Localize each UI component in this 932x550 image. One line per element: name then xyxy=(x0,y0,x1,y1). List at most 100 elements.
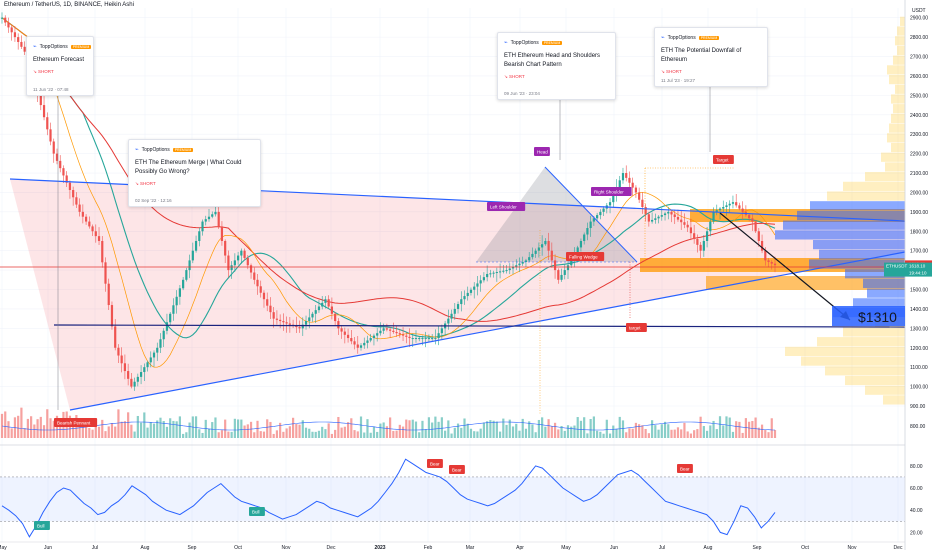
volume-bar xyxy=(398,424,401,438)
volume-bar xyxy=(385,426,388,438)
volume-bar xyxy=(139,422,143,438)
volume-bar xyxy=(744,418,747,438)
profile-bar xyxy=(801,356,905,366)
price-axis[interactable]: USDT 900.00 1000.00 1100.00 1200.00 1300.00 14… xyxy=(884,0,932,550)
volume-bar xyxy=(773,429,777,438)
candle-body xyxy=(42,105,46,118)
wedge-upper xyxy=(544,166,638,263)
candle-body xyxy=(450,313,453,319)
candle-body xyxy=(712,211,715,222)
candle-body xyxy=(62,168,65,176)
candle-body xyxy=(314,310,317,314)
target-top-label: Target xyxy=(716,158,729,163)
candle-body xyxy=(169,313,172,323)
volume-bar xyxy=(731,431,735,438)
card-title: ETH The Potential Downfall of Ethereum xyxy=(661,48,742,63)
volume-bar xyxy=(557,429,560,438)
candle-body xyxy=(55,153,59,161)
time-tick: Jun xyxy=(44,545,52,550)
profile-bar xyxy=(887,133,905,143)
volume-bar xyxy=(473,431,476,438)
volume-bar xyxy=(185,432,188,438)
profile-bar xyxy=(893,104,905,114)
candle-body xyxy=(463,296,466,300)
candle-body xyxy=(123,363,127,372)
volume-bar xyxy=(78,421,81,438)
price-tick: 2300.00 xyxy=(910,132,928,138)
candle-body xyxy=(298,327,301,329)
candle-body xyxy=(68,182,72,191)
profile-bar xyxy=(775,230,905,240)
candle-body xyxy=(262,292,266,300)
rsi-bull-label-bg xyxy=(34,521,50,530)
candle-body xyxy=(447,318,450,324)
candle-body xyxy=(253,272,256,280)
volume-bar xyxy=(237,419,240,438)
volume-bar xyxy=(149,422,152,438)
volume-bar xyxy=(498,431,502,438)
volume-bar xyxy=(479,428,482,438)
volume-bar xyxy=(660,424,663,438)
left-shoulder-label: Left Shoulder xyxy=(490,205,517,210)
profile-bar xyxy=(843,181,905,191)
volume-bar xyxy=(722,425,725,438)
target-top-label-bg xyxy=(713,155,734,164)
candle-body xyxy=(767,260,770,263)
volume-bar xyxy=(156,420,159,438)
volume-bar xyxy=(259,431,262,438)
candle-body xyxy=(172,305,175,314)
volume-bar xyxy=(654,425,657,438)
candle-body xyxy=(304,321,308,325)
volume-bar xyxy=(136,415,139,438)
volume-bar xyxy=(301,420,304,438)
volume-bar xyxy=(81,425,84,438)
volume-bar xyxy=(214,417,217,438)
time-tick: Nov xyxy=(282,545,291,550)
profile-bar xyxy=(809,259,905,269)
candle-body xyxy=(696,239,699,245)
time-axis[interactable]: May Jun Jul Aug Sep Oct Nov Dec 2023 Feb Mar Apr May… xyxy=(0,541,905,550)
candle-body xyxy=(356,344,359,348)
volume-bar xyxy=(427,417,431,438)
idea-card-3[interactable]: ⌁ ToppOptions PREMIUM ETH Ethereum Head an… xyxy=(497,32,616,100)
profile-bar xyxy=(895,36,905,46)
candle-body xyxy=(152,352,156,358)
premium-badge: PREMIUM xyxy=(70,44,92,49)
volume-bar xyxy=(30,416,33,438)
candle-body xyxy=(139,372,143,377)
candle-body xyxy=(369,338,372,341)
volume-bar xyxy=(440,417,443,438)
pennant-zone xyxy=(10,179,905,410)
time-tick: Aug xyxy=(704,545,713,550)
candlesticks[interactable] xyxy=(0,12,777,391)
time-tick: Mar xyxy=(466,545,475,550)
rsi-bear-label-bg xyxy=(677,464,693,473)
volume-bar xyxy=(515,423,518,438)
candle-body xyxy=(224,240,227,256)
volume-bar xyxy=(696,429,699,438)
idea-card-2[interactable]: ⌁ ToppOptions PREMIUM ETH The Ethereum Mer… xyxy=(128,139,261,207)
candle-body xyxy=(618,180,621,188)
volume-bar xyxy=(670,429,673,438)
volume-profile xyxy=(775,16,905,405)
volume-bars xyxy=(0,407,777,438)
volume-bar xyxy=(175,421,178,438)
head-label: Head xyxy=(537,150,548,155)
volume-bar xyxy=(663,421,667,438)
volume-bar xyxy=(10,428,13,438)
candle-body xyxy=(107,283,110,306)
candle-body xyxy=(259,286,262,293)
profile-bar xyxy=(865,172,905,182)
candle-body xyxy=(492,272,495,274)
idea-card-4[interactable]: ⌁ ToppOptions PREMIUM ETH The Potential Do… xyxy=(654,27,768,87)
candle-body xyxy=(75,197,78,205)
rsi-bull-label: Bull xyxy=(37,524,45,529)
volume-bar xyxy=(531,424,534,438)
candle-body xyxy=(424,338,427,340)
candle-body xyxy=(705,231,709,241)
volume-bar xyxy=(699,416,702,438)
idea-card-1[interactable]: ⌁ ToppOptions PREMIUM Ethereum Forecast ↘ … xyxy=(26,36,94,96)
volume-bar xyxy=(748,421,751,438)
candle-body xyxy=(663,213,667,216)
